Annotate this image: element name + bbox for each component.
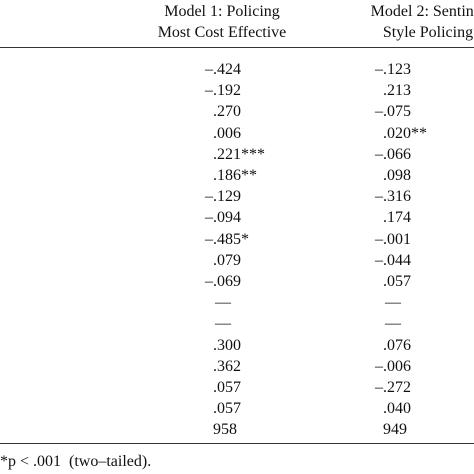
table-cell: .020** (383, 124, 427, 142)
table-cell: .079 (213, 251, 241, 269)
table-cell: — (215, 315, 231, 333)
table-cell: .057 (213, 400, 241, 418)
table-cell: .006 (213, 124, 241, 142)
table-cell: .213 (383, 82, 411, 100)
table-cell: –.316 (375, 188, 411, 206)
table-cell: .300 (213, 336, 241, 354)
table-cell: 958 (213, 421, 237, 439)
table-cell: .040 (383, 400, 411, 418)
table-cell: –.094 (205, 209, 241, 227)
table-cell: — (385, 315, 401, 333)
table-cell: .186** (213, 167, 257, 184)
table-cell: .270 (213, 103, 241, 121)
table-cell: 949 (383, 421, 407, 439)
footnote: *p < .001 (two–tailed). (0, 453, 152, 470)
table-cell: –.006 (375, 357, 411, 375)
table-cell: .362 (213, 357, 241, 375)
table-cell: –.192 (205, 82, 241, 100)
header-rule (0, 47, 474, 48)
table-cell: –.001 (375, 230, 411, 248)
table-cell: .098 (383, 167, 411, 184)
table-cell: .057 (213, 379, 241, 396)
table-cell: –.075 (375, 103, 411, 121)
table-cell: — (385, 294, 401, 312)
table-cell: — (215, 294, 231, 312)
table-cell: –.066 (375, 145, 411, 163)
table-cell: –.272 (375, 379, 411, 396)
bottom-rule (0, 443, 474, 444)
table-cell: –.424 (205, 61, 241, 78)
table-cell: –.044 (375, 251, 411, 269)
column-header: Model 2: Sentinel (370, 3, 474, 20)
table-cell: –.123 (375, 61, 411, 78)
table-cell: .174 (383, 209, 411, 227)
table-cell: .057 (383, 273, 411, 290)
column-header: Model 1: Policing (164, 3, 280, 20)
column-header: Style Policing (382, 24, 474, 41)
table-cell: –.485* (205, 230, 249, 248)
table-cell: .221*** (213, 145, 265, 163)
column-header: Most Cost Effective (157, 24, 287, 41)
table-cell: –.069 (205, 273, 241, 290)
table-cell: –.129 (205, 188, 241, 206)
table-cell: .076 (383, 336, 411, 354)
